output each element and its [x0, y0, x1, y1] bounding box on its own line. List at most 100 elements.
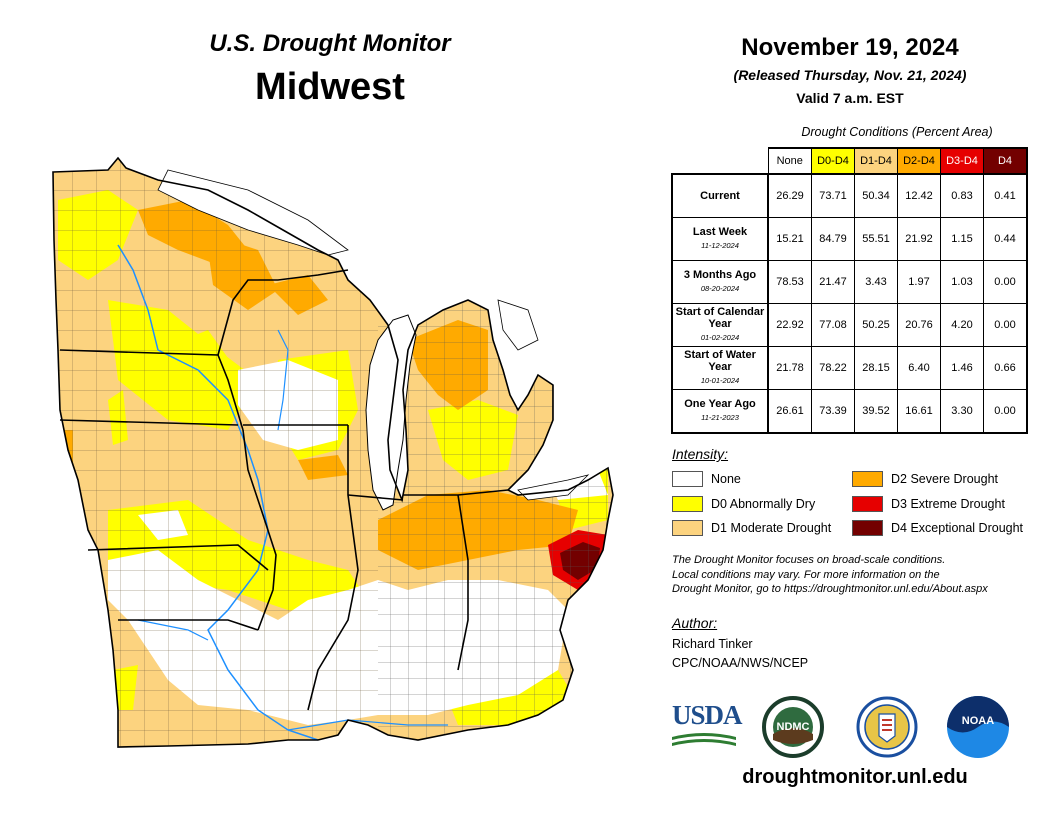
row-label-text: Start of Calendar Year: [675, 306, 765, 330]
legend-item: D2 Severe Drought: [852, 470, 998, 488]
table-cell: 0.66: [983, 346, 1028, 390]
table-row: Last Week 11-12-2024 15.21 84.79 55.51 21.92 1…: [671, 217, 1028, 261]
legend-label: D0 Abnormally Dry: [711, 497, 816, 511]
legend-swatch: [852, 520, 883, 536]
row-label-text: Start of Water Year: [684, 349, 756, 373]
table-cell: 0.00: [983, 260, 1028, 304]
table-cell: 50.34: [854, 173, 898, 218]
table-corner: [672, 148, 769, 175]
row-label: Current: [671, 173, 769, 218]
table-cell: 4.20: [940, 303, 984, 347]
table-cell: 26.61: [767, 389, 812, 434]
legend-label: D1 Moderate Drought: [711, 521, 832, 535]
midwest-drought-map: [52, 157, 614, 748]
table-cell: 73.71: [811, 173, 855, 218]
legend-label: D2 Severe Drought: [891, 472, 999, 486]
disclaimer-line: The Drought Monitor focuses on broad-sca…: [672, 554, 946, 566]
row-label: Start of Water Year 10-01-2024: [671, 346, 769, 390]
table-cell: 12.42: [897, 173, 941, 218]
row-label-text: Last Week: [692, 226, 748, 238]
legend-item: None: [672, 470, 741, 488]
table-cell: 39.52: [854, 389, 898, 434]
table-body: Current 26.29 73.71 50.34 12.42 0.83 0.41 Last …: [671, 173, 1028, 434]
ndmc-logo-text: NDMC: [777, 721, 810, 733]
table-cell: 21.78: [767, 346, 812, 390]
table-cell: 78.53: [767, 260, 812, 304]
release-date: (Released Thursday, Nov. 21, 2024): [733, 67, 967, 83]
column-header: D0-D4: [811, 147, 855, 175]
disclaimer-line: Local conditions may vary. For more info…: [672, 568, 940, 581]
table-cell: 15.21: [767, 217, 812, 261]
table-row: One Year Ago 11-21-2023 26.61 73.39 39.52 16.…: [671, 389, 1028, 434]
author-name: Richard Tinker: [672, 637, 753, 651]
table-row: Start of Calendar Year 01-02-2024 22.92 77.…: [671, 303, 1028, 347]
table-cell: 0.00: [983, 389, 1028, 434]
table-cell: 6.40: [897, 346, 941, 390]
legend-swatch: [852, 471, 883, 487]
ndmc-logo: NDMC: [762, 696, 824, 758]
usda-logo-text: USDA: [672, 700, 743, 730]
table-cell: 1.15: [940, 217, 984, 261]
row-date: 10-01-2024: [700, 376, 740, 385]
table-header-row: None D0-D4 D1-D4 D2-D4 D3-D4 D4: [672, 147, 1028, 175]
table-row: Current 26.29 73.71 50.34 12.42 0.83 0.41: [671, 173, 1028, 218]
row-label: Start of Calendar Year 01-02-2024: [671, 303, 769, 347]
table-cell: 22.92: [767, 303, 812, 347]
valid-time: Valid 7 a.m. EST: [796, 90, 904, 106]
table-cell: 78.22: [811, 346, 855, 390]
column-header: D4: [983, 147, 1028, 175]
legend-swatch: [672, 520, 703, 536]
row-date: 11-21-2023: [701, 413, 739, 422]
row-date: 01-02-2024: [700, 333, 740, 342]
table-cell: 0.44: [983, 217, 1028, 261]
table-cell: 0.41: [983, 173, 1028, 218]
row-date: 11-12-2024: [701, 241, 739, 250]
row-label-text: One Year Ago: [684, 398, 756, 410]
usda-logo-hills: [672, 733, 736, 746]
column-header: D2-D4: [897, 147, 941, 175]
table-cell: 1.03: [940, 260, 984, 304]
row-label: One Year Ago 11-21-2023: [671, 389, 769, 434]
table-cell: 20.76: [897, 303, 941, 347]
region-title: Midwest: [255, 66, 405, 108]
legend-swatch: [852, 496, 883, 512]
map-date: November 19, 2024: [741, 34, 959, 61]
table-cell: 21.47: [811, 260, 855, 304]
row-label: 3 Months Ago 08-20-2024: [671, 260, 769, 304]
table-row: 3 Months Ago 08-20-2024 78.53 21.47 3.43 1.97…: [671, 260, 1028, 304]
noaa-logo: NOAA: [947, 696, 1009, 758]
row-date: 08-20-2024: [700, 284, 740, 293]
disclaimer: The Drought Monitor focuses on broad-sca…: [672, 553, 1042, 597]
author-org: CPC/NOAA/NWS/NCEP: [672, 656, 809, 670]
row-label-text: Current: [700, 190, 740, 202]
column-header: None: [767, 147, 812, 175]
table-cell: 55.51: [854, 217, 898, 261]
row-label: Last Week 11-12-2024: [671, 217, 769, 261]
table-cell: 84.79: [811, 217, 855, 261]
legend-label: None: [711, 472, 741, 486]
table-caption: Drought Conditions (Percent Area): [801, 125, 993, 139]
legend-item: D1 Moderate Drought: [672, 519, 831, 537]
nws-logo: [856, 696, 918, 758]
legend-label: D3 Extreme Drought: [891, 497, 1005, 511]
disclaimer-line: Drought Monitor, go to https://droughtmo…: [672, 583, 988, 595]
table-row: Start of Water Year 10-01-2024 21.78 78.22 2…: [671, 346, 1028, 390]
drought-stats-table: None D0-D4 D1-D4 D2-D4 D3-D4 D4 Current 26.29 7…: [671, 147, 1028, 434]
table-cell: 21.92: [897, 217, 941, 261]
website-url[interactable]: droughtmonitor.unl.edu: [742, 766, 968, 788]
column-header: D1-D4: [854, 147, 898, 175]
legend-heading: Intensity:: [672, 446, 729, 462]
column-header: D3-D4: [940, 147, 984, 175]
usda-logo: USDA: [672, 700, 743, 748]
legend-label: D4 Exceptional Drought: [891, 521, 1024, 535]
table-cell: 26.29: [767, 173, 812, 218]
row-label-text: 3 Months Ago: [683, 269, 757, 281]
table-cell: 1.97: [897, 260, 941, 304]
table-cell: 77.08: [811, 303, 855, 347]
table-cell: 0.00: [983, 303, 1028, 347]
table-cell: 50.25: [854, 303, 898, 347]
legend-swatch: [672, 471, 703, 487]
table-cell: 16.61: [897, 389, 941, 434]
legend-item: D3 Extreme Drought: [852, 495, 1005, 513]
table-cell: 3.43: [854, 260, 898, 304]
